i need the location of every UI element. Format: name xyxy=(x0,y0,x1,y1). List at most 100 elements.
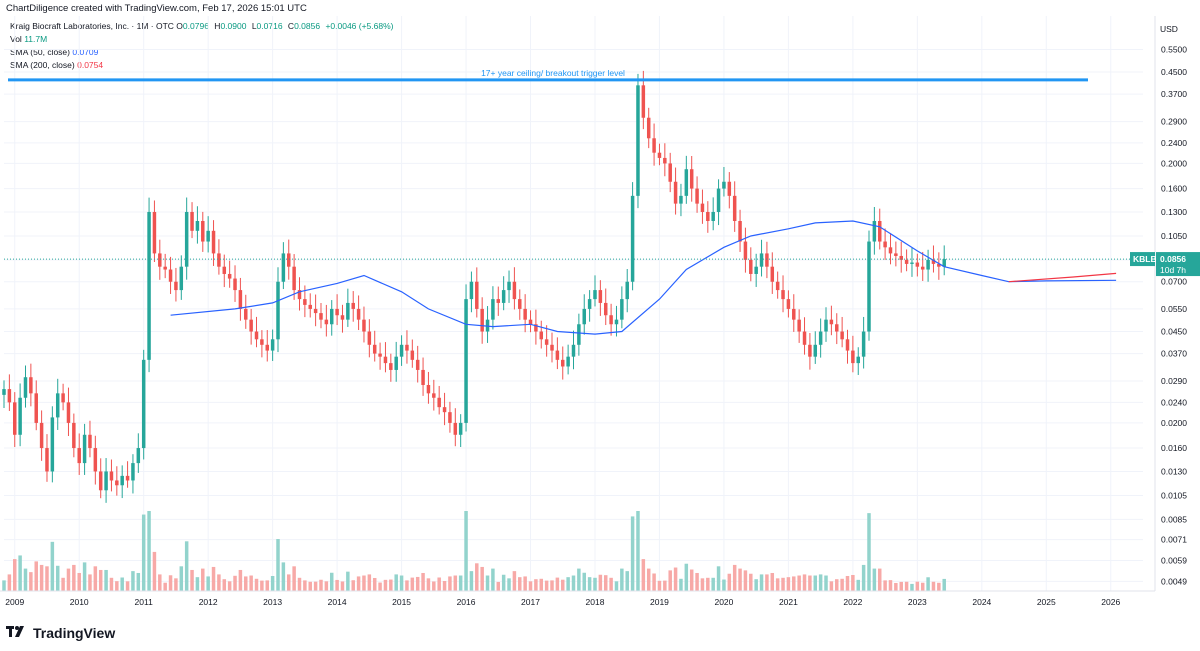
volume-bar xyxy=(432,581,436,591)
candle-body xyxy=(292,266,296,291)
candle-body xyxy=(539,331,544,340)
volume-bar xyxy=(222,579,227,591)
price-chart[interactable]: 17+ year ceiling/ breakout trigger level… xyxy=(0,16,1200,622)
candle-body xyxy=(840,331,844,340)
volume-bar xyxy=(227,581,232,591)
time-tick-label: 2026 xyxy=(1101,597,1120,607)
candle-body xyxy=(136,448,141,464)
volume-bar xyxy=(2,580,6,591)
volume-bar xyxy=(276,539,280,591)
candle-body xyxy=(603,302,608,316)
candle-body xyxy=(308,304,312,309)
candle-body xyxy=(399,344,404,357)
candle-body xyxy=(88,434,92,449)
candle-body xyxy=(265,344,270,351)
volume-bar xyxy=(485,575,490,591)
candles xyxy=(2,70,946,503)
volume-bar xyxy=(614,581,619,591)
open-label: O xyxy=(176,21,183,31)
candle-body xyxy=(915,262,920,267)
volume-bar xyxy=(561,579,565,591)
candle-body xyxy=(367,331,372,345)
volume-bar xyxy=(684,563,689,591)
candle-body xyxy=(646,117,651,139)
volume-bar xyxy=(582,572,586,591)
time-tick-label: 2012 xyxy=(199,597,218,607)
volume-bar xyxy=(426,578,431,591)
price-tick-label: 0.0160 xyxy=(1161,443,1187,453)
candle-body xyxy=(851,350,855,364)
candle-body xyxy=(829,319,834,325)
candle-body xyxy=(668,163,672,182)
volume-bar xyxy=(759,574,764,591)
candle-body xyxy=(931,259,936,264)
volume-bar xyxy=(695,572,699,591)
volume-bars xyxy=(2,511,946,591)
time-tick-label: 2016 xyxy=(457,597,476,607)
volume-bar xyxy=(206,576,210,591)
candle-body xyxy=(313,308,318,314)
volume-bar xyxy=(835,579,839,591)
volume-bar xyxy=(249,575,253,591)
candle-body xyxy=(512,281,517,300)
volume-bar xyxy=(18,555,22,591)
candle-body xyxy=(501,290,506,303)
volume-bar xyxy=(340,581,345,591)
last-price-badge xyxy=(1156,252,1200,277)
time-tick-label: 2018 xyxy=(586,597,605,607)
candle-body xyxy=(609,315,613,325)
volume-bar xyxy=(899,581,903,591)
candle-body xyxy=(781,290,785,300)
candle-body xyxy=(66,402,71,423)
time-tick-label: 2009 xyxy=(5,597,24,607)
volume-bar xyxy=(308,581,312,591)
candle-body xyxy=(244,308,248,320)
volume-bar xyxy=(179,566,184,591)
volume-bar xyxy=(706,577,710,591)
low-value: 0.0716 xyxy=(256,21,283,31)
price-tick-label: 0.4500 xyxy=(1161,67,1187,77)
candle-body xyxy=(254,331,259,340)
candle-body xyxy=(657,152,662,158)
price-tick-label: 0.2900 xyxy=(1161,117,1187,127)
volume-bar xyxy=(66,568,71,591)
candle-body xyxy=(942,259,946,267)
price-tick-label: 0.2400 xyxy=(1161,138,1187,148)
volume-bar xyxy=(942,578,946,591)
price-tick-label: 0.0550 xyxy=(1161,304,1187,314)
candle-body xyxy=(34,393,38,423)
candle-body xyxy=(120,475,124,486)
volume-bar xyxy=(158,574,162,591)
volume-bar xyxy=(297,577,302,591)
volume-bar xyxy=(754,579,758,591)
candle-body xyxy=(926,259,930,270)
volume-bar xyxy=(415,576,420,591)
volume-bar xyxy=(195,577,200,591)
candle-body xyxy=(163,266,167,270)
candle-body xyxy=(270,339,275,351)
volume-bar xyxy=(781,577,785,591)
sma50-legend: SMA (50, close) 0.0709 xyxy=(10,46,397,59)
price-tick-label: 0.0450 xyxy=(1161,327,1187,337)
volume-bar xyxy=(587,577,592,591)
volume-bar xyxy=(244,576,248,591)
candle-body xyxy=(877,220,882,242)
symbol-description: Kraig Biocraft Laboratories, Inc. · 1M ·… xyxy=(10,21,174,31)
candle-body xyxy=(464,299,468,423)
volume-bar xyxy=(867,513,871,591)
volume-bar xyxy=(679,578,683,591)
volume-bar xyxy=(201,568,205,591)
currency-label: USD xyxy=(1160,24,1178,34)
candle-body xyxy=(50,417,55,472)
volume-bar xyxy=(168,575,173,591)
volume-bar xyxy=(646,568,651,591)
volume-bar xyxy=(147,511,151,591)
volume-bar xyxy=(555,577,560,591)
volume-bar xyxy=(663,580,667,591)
tradingview-footer: TradingView xyxy=(6,622,115,644)
volume-bar xyxy=(464,511,468,591)
candle-body xyxy=(104,471,108,491)
volume-bar xyxy=(808,575,812,591)
candle-body xyxy=(39,422,44,449)
volume-bar xyxy=(523,576,527,591)
